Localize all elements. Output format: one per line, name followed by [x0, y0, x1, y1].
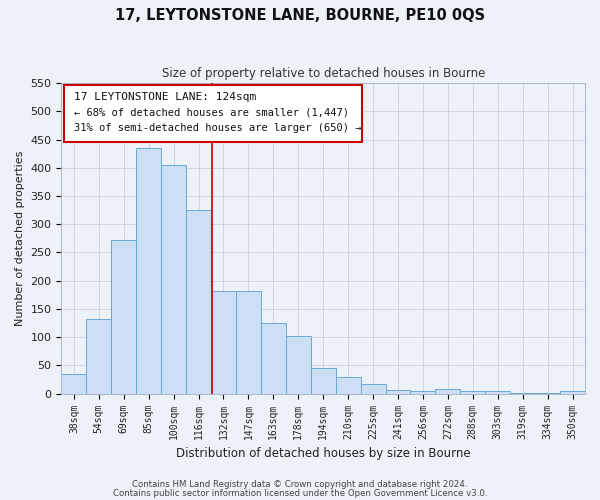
- Text: Contains public sector information licensed under the Open Government Licence v3: Contains public sector information licen…: [113, 488, 487, 498]
- Bar: [335, 377, 361, 394]
- Text: 17 LEYTONSTONE LANE: 124sqm: 17 LEYTONSTONE LANE: 124sqm: [74, 92, 257, 102]
- X-axis label: Distribution of detached houses by size in Bourne: Distribution of detached houses by size …: [176, 447, 470, 460]
- Bar: [86, 318, 111, 394]
- Bar: [161, 165, 186, 394]
- Bar: [460, 392, 485, 394]
- Bar: [286, 336, 311, 394]
- FancyBboxPatch shape: [64, 84, 362, 142]
- Bar: [386, 390, 410, 394]
- Bar: [211, 291, 236, 394]
- Bar: [436, 389, 460, 394]
- Bar: [535, 392, 560, 394]
- Bar: [361, 384, 386, 394]
- Bar: [261, 323, 286, 394]
- Bar: [410, 391, 436, 394]
- Text: Contains HM Land Registry data © Crown copyright and database right 2024.: Contains HM Land Registry data © Crown c…: [132, 480, 468, 489]
- Bar: [560, 391, 585, 394]
- Bar: [485, 392, 510, 394]
- Text: 17, LEYTONSTONE LANE, BOURNE, PE10 0QS: 17, LEYTONSTONE LANE, BOURNE, PE10 0QS: [115, 8, 485, 22]
- Bar: [311, 368, 335, 394]
- Bar: [111, 240, 136, 394]
- Y-axis label: Number of detached properties: Number of detached properties: [15, 150, 25, 326]
- Bar: [510, 392, 535, 394]
- Bar: [236, 292, 261, 394]
- Title: Size of property relative to detached houses in Bourne: Size of property relative to detached ho…: [161, 68, 485, 80]
- Bar: [136, 148, 161, 394]
- Text: ← 68% of detached houses are smaller (1,447): ← 68% of detached houses are smaller (1,…: [74, 108, 349, 118]
- Text: 31% of semi-detached houses are larger (650) →: 31% of semi-detached houses are larger (…: [74, 123, 362, 133]
- Bar: [61, 374, 86, 394]
- Bar: [186, 210, 211, 394]
